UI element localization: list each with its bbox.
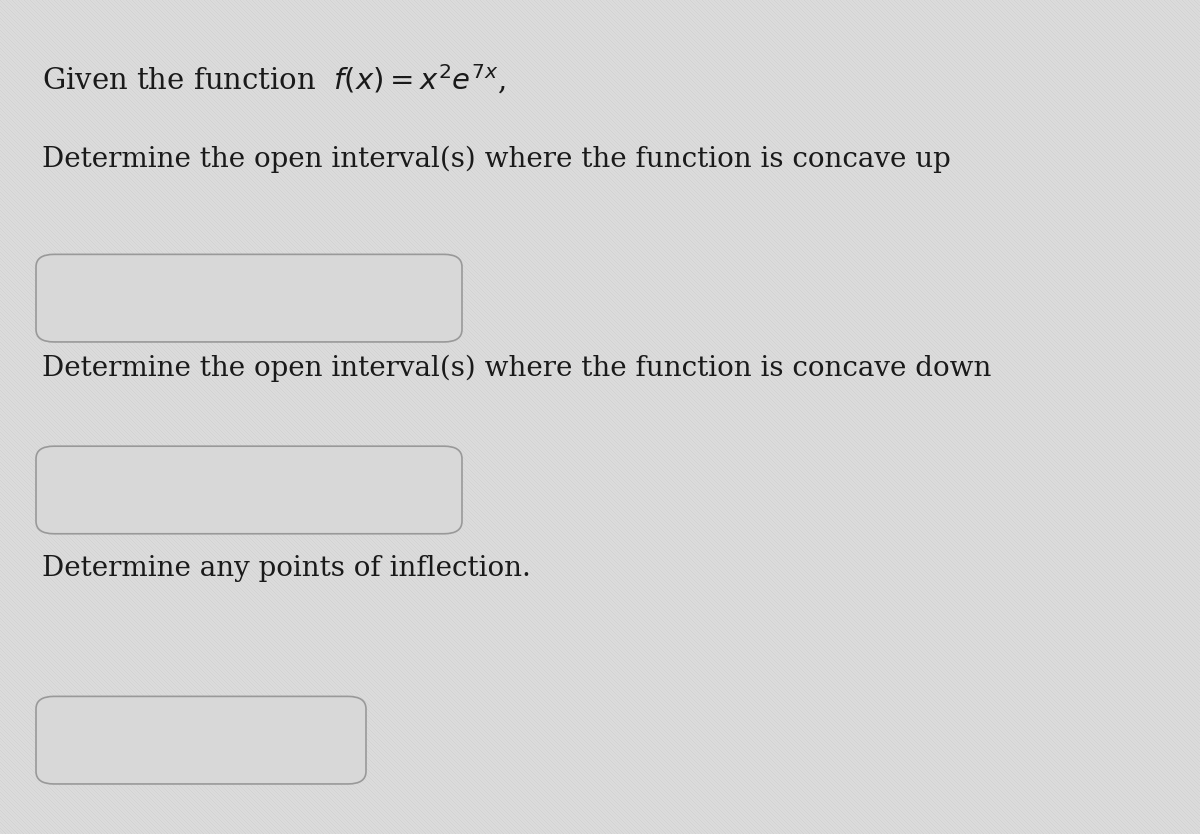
Text: Determine any points of inflection.: Determine any points of inflection. — [42, 555, 530, 581]
Text: Determine the open interval(s) where the function is concave up: Determine the open interval(s) where the… — [42, 146, 950, 173]
FancyBboxPatch shape — [36, 696, 366, 784]
FancyBboxPatch shape — [36, 446, 462, 534]
Text: Given the function  $f(x) = x^2e^{7x}$,: Given the function $f(x) = x^2e^{7x}$, — [42, 63, 505, 96]
Text: Determine the open interval(s) where the function is concave down: Determine the open interval(s) where the… — [42, 354, 991, 382]
FancyBboxPatch shape — [36, 254, 462, 342]
